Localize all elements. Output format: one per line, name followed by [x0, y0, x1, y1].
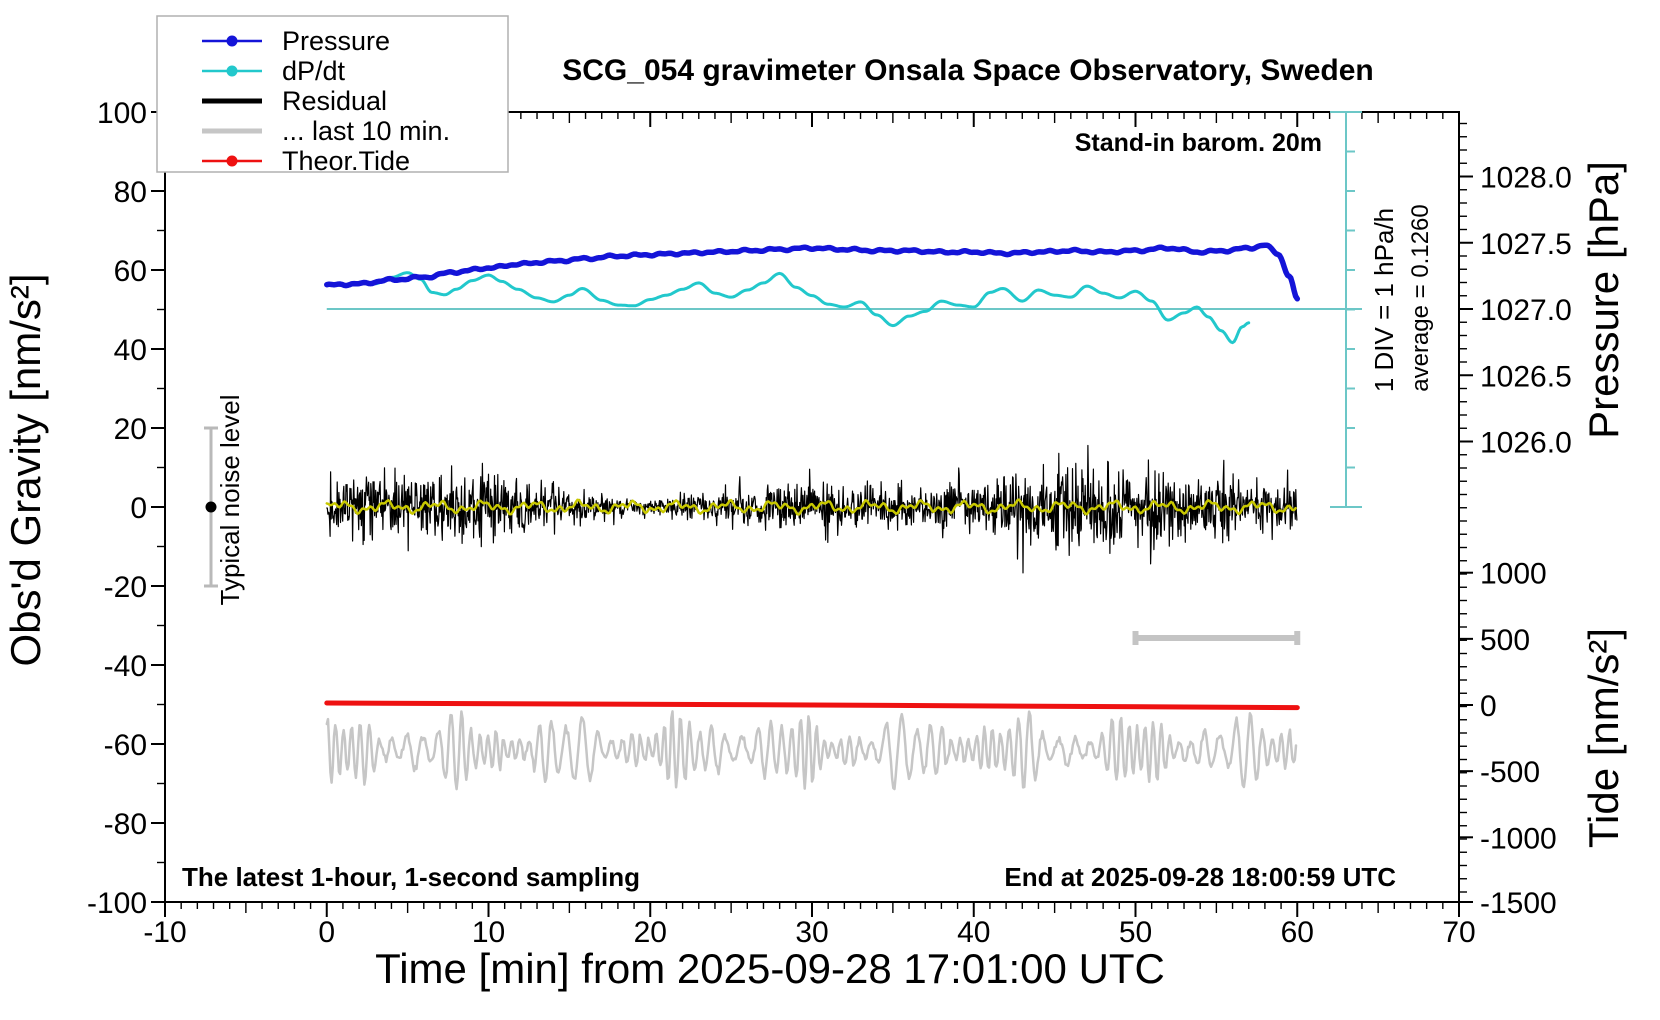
legend-item: Pressure [202, 26, 390, 56]
tide-tick-label: -500 [1480, 756, 1540, 789]
tide-tick-label: -1500 [1480, 887, 1557, 920]
legend-label: Theor.Tide [282, 146, 410, 176]
pressure-tick-label: 1027.5 [1480, 228, 1572, 261]
axis-tick-labels: -10 0 10 20 30 40 50 60 70100806040200-20-40-60-… [87, 97, 1572, 949]
legend-item: Theor.Tide [202, 146, 410, 176]
gravity-tick-label: 0 [130, 492, 147, 525]
x-tick-label: 30 [795, 916, 828, 949]
dpdt-curve [373, 271, 1251, 345]
legend-label: Pressure [282, 26, 390, 56]
gravity-tick-label: -100 [87, 887, 147, 920]
last10min-trace [325, 710, 1298, 791]
gravity-tick-label: 80 [114, 176, 147, 209]
sampling-note: The latest 1-hour, 1-second sampling [182, 862, 640, 892]
tide-tick-label: 1000 [1480, 558, 1547, 591]
legend-label: ... last 10 min. [282, 116, 450, 146]
gravity-tick-label: -80 [104, 808, 147, 841]
x-axis-title: Time [min] from 2025-09-28 17:01:00 UTC [375, 945, 1165, 992]
tide-tick-label: 0 [1480, 690, 1497, 723]
x-tick-label: 60 [1281, 916, 1314, 949]
gravity-tick-label: -40 [104, 650, 147, 683]
gravity-tick-label: 100 [97, 97, 147, 130]
noise-bar-dot [205, 501, 217, 513]
standin-barometer-note: Stand-in barom. 20m [1075, 129, 1322, 157]
x-tick-label: 70 [1442, 916, 1475, 949]
typical-noise-marker [204, 426, 218, 588]
gravity-tick-label: 20 [114, 413, 147, 446]
gravity-tick-label: -60 [104, 729, 147, 762]
legend-item: dP/dt [202, 56, 346, 86]
pressure-tick-label: 1027.0 [1480, 294, 1572, 327]
legend-item: Residual [202, 86, 387, 116]
x-tick-label: -10 [143, 916, 186, 949]
tide-tick-label: 500 [1480, 624, 1530, 657]
gravity-axis-title: Obs'd Gravity [nm/s²] [2, 273, 49, 666]
typical-noise-label: Typical noise level [215, 395, 245, 606]
x-tick-label: 50 [1119, 916, 1152, 949]
legend-dot [226, 65, 238, 77]
chart-title: SCG_054 gravimeter Onsala Space Observat… [562, 54, 1374, 87]
average-label: average = 0.1260 [1407, 204, 1434, 392]
tide-axis-title: Tide [nm/s²] [1580, 628, 1627, 848]
pressure-tick-label: 1026.5 [1480, 360, 1572, 393]
data-series [324, 242, 1301, 791]
gravity-tick-label: 60 [114, 255, 147, 288]
x-tick-label: 0 [318, 916, 335, 949]
x-tick-label: 10 [472, 916, 505, 949]
x-tick-label: 40 [957, 916, 990, 949]
legend-item: ... last 10 min. [202, 116, 450, 146]
gravity-tick-label: -20 [104, 571, 147, 604]
tide-tick-label: -1000 [1480, 822, 1557, 855]
residual-filtered-curve [325, 498, 1297, 516]
pressure-tick-label: 1026.0 [1480, 427, 1572, 460]
legend-label: dP/dt [282, 56, 346, 86]
pressure-axis-title: Pressure [hPa] [1580, 161, 1627, 439]
tide-curve [324, 700, 1300, 711]
div-scale-label: 1 DIV = 1 hPa/h [1369, 208, 1399, 392]
pressure-curve [324, 242, 1301, 302]
legend-dot [226, 35, 238, 47]
end-time-note: End at 2025-09-28 18:00:59 UTC [1004, 862, 1396, 892]
legend-dot [226, 155, 238, 167]
legend-label: Residual [282, 86, 387, 116]
x-tick-label: 20 [634, 916, 667, 949]
residual-trace [326, 444, 1298, 574]
gravity-tick-label: 40 [114, 334, 147, 367]
pressure-tick-label: 1028.0 [1480, 162, 1572, 195]
last10min-range-bar [1132, 631, 1301, 645]
